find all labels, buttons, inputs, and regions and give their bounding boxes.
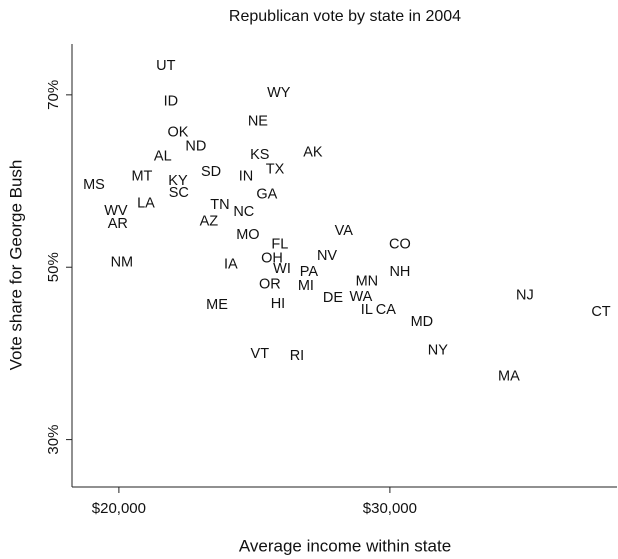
point-label: IN [239,169,254,185]
point-label: WI [273,261,291,277]
point-label: IA [224,256,238,272]
point-label: MI [298,278,314,294]
point-label: AR [108,216,128,232]
y-tick-label: 50% [45,252,62,282]
point-label: RI [290,348,305,364]
point-label: NV [317,248,337,264]
point-label: TX [266,162,285,178]
point-label: WV [104,203,128,219]
point-label: WY [267,85,291,101]
point-label: MN [356,274,379,290]
point-label: HI [271,296,286,312]
point-label: WA [349,289,372,305]
x-axis-title: Average income within state [239,536,451,555]
point-label: OH [261,250,283,266]
point-label: VT [251,346,270,362]
y-axis-title: Vote share for George Bush [6,160,25,371]
chart-title: Republican vote by state in 2004 [229,8,461,25]
point-label: OR [259,276,281,292]
point-label: MS [83,177,105,193]
point-label: ID [164,94,179,110]
x-tick-label: $20,000 [92,500,146,517]
point-label: MO [236,227,259,243]
point-label: CA [376,302,396,318]
x-tick-label: $30,000 [363,500,417,517]
point-label: NM [111,255,134,271]
point-label: ND [185,138,206,154]
point-label: SD [201,164,221,180]
point-label: IL [361,302,373,318]
point-label: DE [323,290,343,306]
point-label: NC [233,204,254,220]
point-label: VA [335,223,354,239]
point-label: TN [210,197,229,213]
point-label: NY [428,343,448,359]
point-label: MT [131,169,152,185]
point-label: AZ [200,213,219,229]
point-label: UT [156,58,175,74]
y-tick-label: 70% [45,80,62,110]
point-label: CO [389,237,411,253]
point-label: SC [169,185,189,201]
point-label: AK [303,144,323,160]
point-label: PA [300,264,319,280]
point-label: NE [248,113,268,129]
point-label: NJ [516,287,534,303]
point-label: OK [167,125,188,141]
point-label: FL [271,237,288,253]
point-label: NH [389,264,410,280]
point-label: CT [591,304,610,320]
point-label: ME [206,297,228,313]
point-label: KS [250,147,269,163]
point-label: MA [498,369,520,385]
y-tick-label: 30% [45,425,62,455]
point-label: AL [154,149,172,165]
point-label: MD [411,314,434,330]
point-label: GA [256,187,277,203]
point-label: LA [137,195,155,211]
point-label: KY [168,173,188,189]
